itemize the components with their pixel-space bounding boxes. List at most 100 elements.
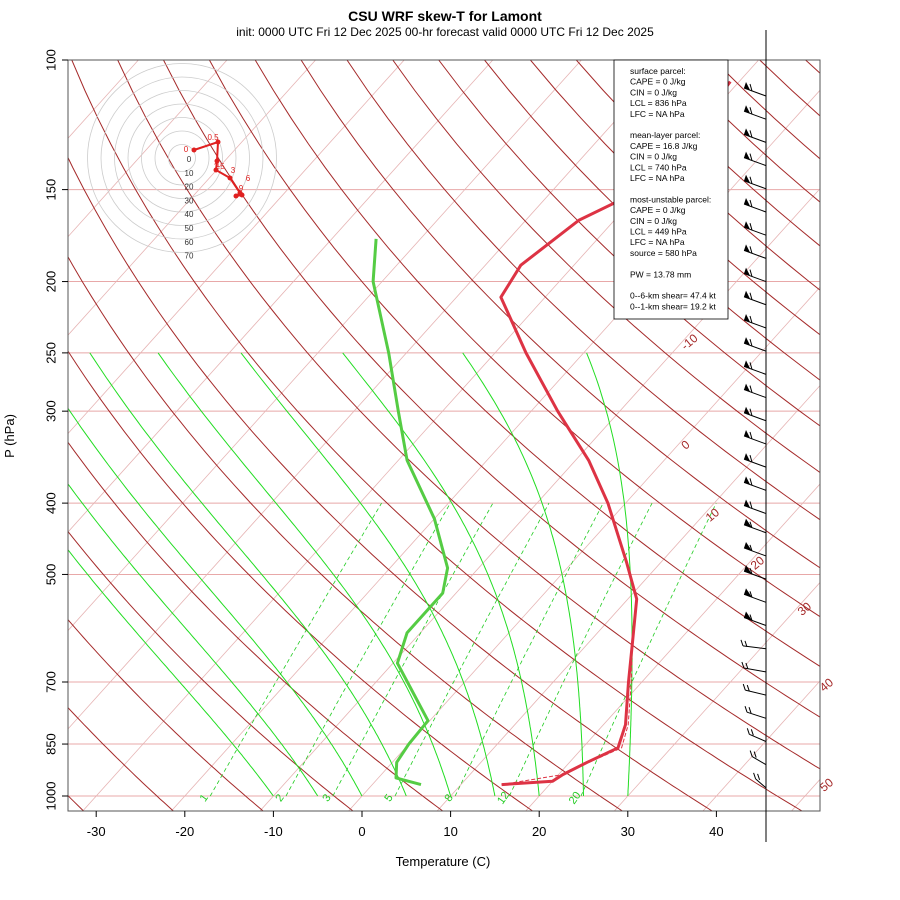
y-axis-label: P (hPa) [2,414,17,458]
barb-feather [749,153,753,161]
info-line: CAPE = 0 J/kg [630,205,686,215]
barb-pennant [744,128,750,137]
moist-adiabat [68,407,363,797]
hodograph-point [191,147,197,153]
isotherm-label: 10 [703,505,722,525]
barb-pennant [744,565,752,575]
hodograph-ring-label: 50 [185,224,194,233]
dry-adiabat [713,60,820,160]
hodograph: 0 10 20 30 40 50 60 70 0 0.5 11.5 3 69 [87,63,277,261]
barb-pennant [744,499,750,508]
moist-adiabat [462,352,584,796]
hodograph-ring-label: 20 [185,183,194,192]
isotherm-line [436,384,820,811]
info-line: LFC = NA hPa [630,237,685,247]
barb-pennant [744,429,750,438]
isotherm-line [68,60,494,533]
barb-pennant [744,406,750,415]
barb-pennant [744,588,752,598]
barb-shaft [743,157,767,167]
moist-adiabat [157,352,452,797]
barb-pennant [744,453,750,462]
barb-pennant [744,518,752,528]
temperature-tick-label: -20 [175,824,194,839]
hodograph-ring [114,90,250,226]
wind-barb [743,337,767,352]
mixing-ratio-line [580,502,717,797]
dry-adiabat [346,60,820,521]
isotherm-label: -10 [678,331,701,353]
barb-feather [749,176,753,184]
pressure-tick-label: 300 [43,400,58,422]
dry-adiabat [438,60,820,427]
hodograph-point [214,158,220,164]
barb-pennant [744,267,750,276]
barb-pennant [744,541,752,551]
barb-feather [749,614,753,621]
barb-shaft [743,435,767,445]
chart-title: CSU WRF skew-T for Lamont [348,8,542,24]
pressure-tick-label: 400 [43,492,58,514]
barb-shaft [745,689,767,696]
mixing-ratio-label: 1 [198,792,211,804]
dry-adiabat [392,60,820,474]
dry-adiabat [68,706,175,811]
temperature-tick-label: 30 [621,824,635,839]
barb-feather [742,683,746,691]
wind-barb [743,406,767,422]
mixing-ratio-line [209,502,382,797]
barb-feather [749,199,753,208]
barb-feather [749,130,753,138]
moist-adiabat [342,352,540,797]
hodograph-ring [141,117,223,199]
barb-feather [749,362,753,370]
barb-shaft [743,273,767,283]
isotherm-line [702,680,820,811]
hodograph-ring [168,144,196,172]
wind-barb [743,383,767,399]
barb-feather [749,750,753,757]
info-line: LCL = 449 hPa [630,227,687,237]
barb-shaft [743,249,767,259]
wind-barb [743,360,767,375]
wind-barb [743,313,767,329]
pressure-tick-label: 200 [43,271,58,293]
barb-feather [749,567,753,575]
barb-feather [749,478,753,486]
hodograph-ring [100,76,264,240]
barb-pennant [744,611,752,621]
barb-feather [749,591,753,598]
barb-shaft [743,226,767,236]
hodograph-ring-label: 70 [185,252,194,261]
mixing-ratio-label: 2 [273,792,286,804]
hodograph-ring [154,130,210,186]
barb-feather [757,773,761,781]
temperature-tick-label: 10 [443,824,457,839]
mixing-ratio-label: 3 [320,792,333,804]
pressure-tick-label: 1000 [43,782,58,811]
isotherm-line [259,188,820,811]
hodograph-ring [87,63,277,253]
barb-feather [744,640,748,648]
wind-barb [743,290,767,306]
barb-feather [753,772,757,780]
dry-adiabat [71,60,803,811]
dry-adiabat [300,60,820,569]
isotherm-line [68,60,405,435]
barb-shaft [743,180,767,190]
info-line: source = 580 hPa [630,248,697,258]
dry-adiabat [254,60,820,618]
info-line: CIN = 0 J/kg [630,152,677,162]
info-line: surface parcel: [630,66,686,76]
hodograph-point [233,193,239,199]
dry-adiabat [117,60,820,770]
isotherm-line [68,60,228,238]
barb-pennant [744,313,750,322]
wind-barb [740,639,767,650]
hodograph-point-label: 1 [216,160,221,169]
wind-barb [743,611,767,627]
info-line: CIN = 0 J/kg [630,87,677,97]
barb-feather [740,639,744,647]
barb-feather [749,269,753,277]
